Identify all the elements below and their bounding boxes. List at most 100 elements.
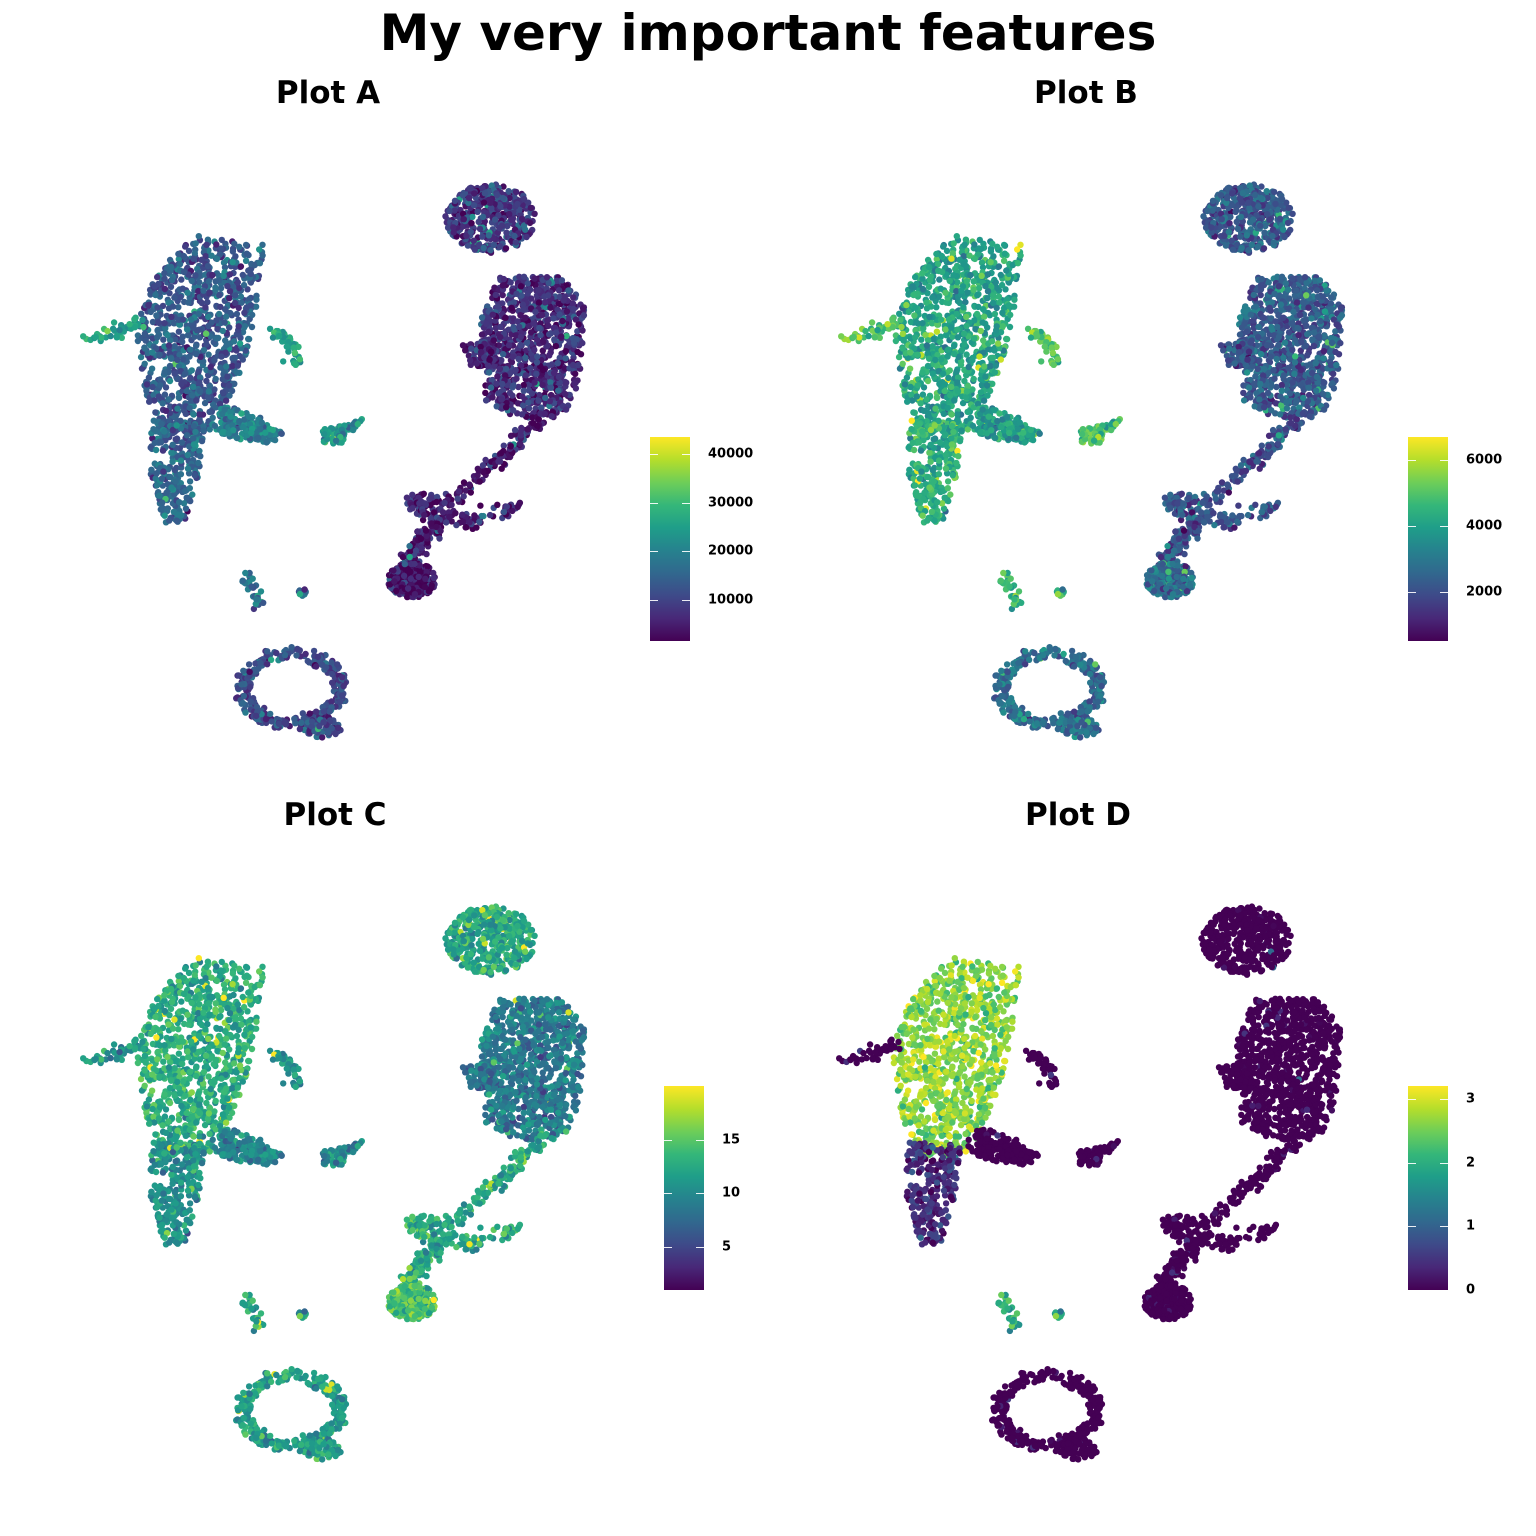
cell-point bbox=[154, 273, 161, 281]
cell-point bbox=[422, 527, 430, 534]
cell-point bbox=[187, 346, 194, 353]
cell-point bbox=[198, 437, 206, 445]
cell-point bbox=[569, 361, 577, 369]
cell-point bbox=[407, 547, 414, 555]
cell-point bbox=[961, 241, 968, 248]
cell-point bbox=[574, 328, 581, 335]
cell-point bbox=[525, 399, 532, 406]
cell-point bbox=[914, 382, 922, 389]
cell-point bbox=[484, 362, 492, 369]
cell-point bbox=[202, 330, 210, 337]
cell-point bbox=[219, 327, 226, 335]
cell-point bbox=[161, 270, 168, 277]
cell-point bbox=[511, 232, 518, 240]
cell-point bbox=[977, 327, 984, 335]
cell-point bbox=[226, 288, 234, 295]
cell-point bbox=[467, 357, 474, 364]
cell-point bbox=[904, 398, 911, 405]
cell-point bbox=[226, 324, 233, 331]
cell-point bbox=[197, 453, 204, 460]
cell-point bbox=[946, 277, 953, 284]
cell-point bbox=[179, 285, 186, 292]
cell-point bbox=[417, 535, 425, 542]
cell-point bbox=[177, 471, 185, 478]
cell-point bbox=[947, 491, 954, 498]
cell-point bbox=[175, 394, 182, 401]
cell-point bbox=[264, 648, 271, 655]
cell-point bbox=[213, 255, 221, 263]
cell-point bbox=[499, 380, 506, 388]
cell-point bbox=[226, 392, 233, 399]
cell-point bbox=[162, 325, 169, 332]
cell-point bbox=[526, 286, 534, 293]
cell-point bbox=[328, 670, 336, 678]
cell-point bbox=[929, 294, 936, 301]
cell-point bbox=[522, 314, 529, 321]
cell-point bbox=[487, 199, 494, 206]
cell-point bbox=[497, 203, 504, 210]
cell-point bbox=[204, 393, 212, 401]
cell-point bbox=[530, 320, 537, 327]
cell-point bbox=[525, 405, 533, 412]
cell-point bbox=[543, 274, 551, 281]
cell-point bbox=[550, 315, 557, 322]
cell-point bbox=[552, 329, 560, 336]
cell-point bbox=[190, 324, 197, 331]
cell-point bbox=[157, 439, 165, 446]
cell-point bbox=[948, 324, 955, 331]
cell-point bbox=[984, 288, 992, 295]
cell-point bbox=[186, 404, 193, 412]
cell-point bbox=[980, 397, 988, 404]
cell-point bbox=[184, 451, 191, 459]
cell-point bbox=[222, 337, 229, 344]
cell-point bbox=[919, 270, 926, 277]
cell-point bbox=[172, 436, 179, 443]
cell-point bbox=[178, 439, 186, 446]
cell-point bbox=[195, 459, 202, 467]
cell-point bbox=[942, 289, 949, 296]
cell-point bbox=[161, 369, 168, 376]
cell-point bbox=[937, 316, 945, 323]
cell-point bbox=[411, 560, 418, 568]
cell-point bbox=[903, 301, 910, 309]
cell-point bbox=[546, 352, 553, 359]
cell-point bbox=[80, 333, 87, 340]
cell-point bbox=[436, 535, 443, 542]
cell-point bbox=[924, 362, 932, 370]
cell-point bbox=[211, 422, 219, 430]
cell-point bbox=[230, 338, 238, 345]
cell-point bbox=[502, 372, 509, 379]
cell-point bbox=[182, 505, 190, 512]
cell-point bbox=[459, 192, 467, 199]
cell-point bbox=[451, 207, 458, 214]
cell-point bbox=[423, 568, 430, 576]
cell-point bbox=[559, 317, 566, 325]
cell-point bbox=[499, 350, 507, 358]
cell-point bbox=[248, 583, 255, 590]
cell-point bbox=[483, 320, 490, 327]
cell-point bbox=[278, 430, 285, 437]
cell-point bbox=[220, 381, 228, 388]
cell-point bbox=[513, 290, 520, 297]
cell-point bbox=[169, 441, 176, 448]
cell-point bbox=[137, 353, 145, 361]
cell-point bbox=[187, 316, 195, 323]
cell-point bbox=[478, 314, 486, 321]
cell-point bbox=[990, 292, 997, 299]
cell-point bbox=[574, 348, 581, 356]
cell-point bbox=[337, 433, 344, 441]
cell-point bbox=[927, 303, 935, 310]
cell-point bbox=[909, 397, 916, 404]
cell-point bbox=[988, 354, 995, 362]
cell-point bbox=[540, 338, 547, 345]
cell-point bbox=[165, 396, 172, 403]
cell-point bbox=[260, 434, 267, 441]
cell-point bbox=[482, 397, 490, 404]
cell-point bbox=[391, 578, 398, 585]
cell-point bbox=[419, 516, 427, 524]
cell-point bbox=[294, 646, 301, 653]
cell-point bbox=[556, 354, 563, 362]
cell-point bbox=[147, 444, 154, 451]
cell-point bbox=[180, 268, 188, 276]
cell-point bbox=[970, 278, 977, 285]
